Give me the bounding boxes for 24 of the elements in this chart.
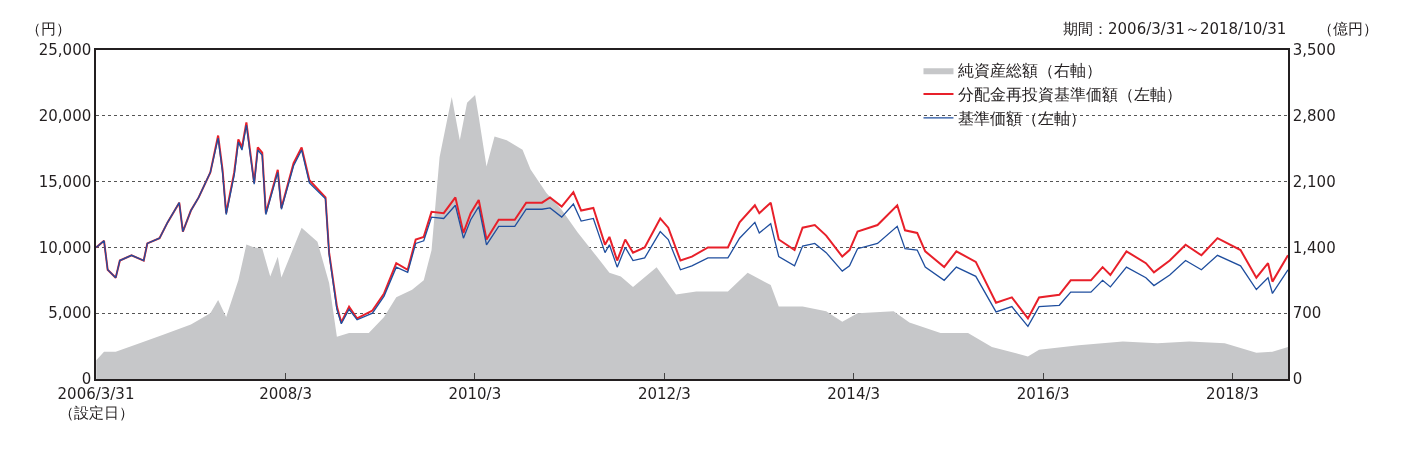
y-tick-label: 5,000: [48, 304, 92, 323]
y-tick-label: 15,000: [38, 172, 92, 191]
y-axis-title: （円）: [26, 20, 71, 38]
y2-tick-label: 3,500: [1292, 41, 1336, 60]
y-tick-label: 25,000: [38, 41, 92, 60]
y2-axis-title: （億円）: [1318, 20, 1378, 38]
y2-tick-label: 700: [1292, 304, 1322, 323]
legend-label: 純資産総額（右軸）: [958, 61, 1103, 81]
x-tick-label: 2012/3: [637, 384, 691, 403]
y-tick-label: 10,000: [38, 238, 92, 257]
x-tick-label: 2006/3/31 （設定日）: [57, 384, 135, 423]
x-tick-label: 2014/3: [827, 384, 881, 403]
y2-tick-label: 1,400: [1292, 238, 1336, 257]
text: 期間：2006/3/31～2018/10/31: [1063, 20, 1287, 38]
y2-tick-label: 2,100: [1292, 172, 1336, 191]
x-tick-label: 2016/3: [1016, 384, 1070, 403]
x-tick-label: 2018/3: [1206, 384, 1259, 403]
x-tick-label: 2008/3: [259, 384, 312, 403]
y-tick-label: 20,000: [38, 107, 92, 126]
legend-label: 分配金再投資基準価額（左軸）: [958, 85, 1183, 105]
x-tick-label: 2010/3: [448, 384, 502, 403]
legend-label: 基準価額（左軸）: [958, 109, 1087, 129]
y2-tick-label: 0: [1292, 370, 1303, 389]
y2-tick-label: 2,800: [1292, 107, 1336, 126]
